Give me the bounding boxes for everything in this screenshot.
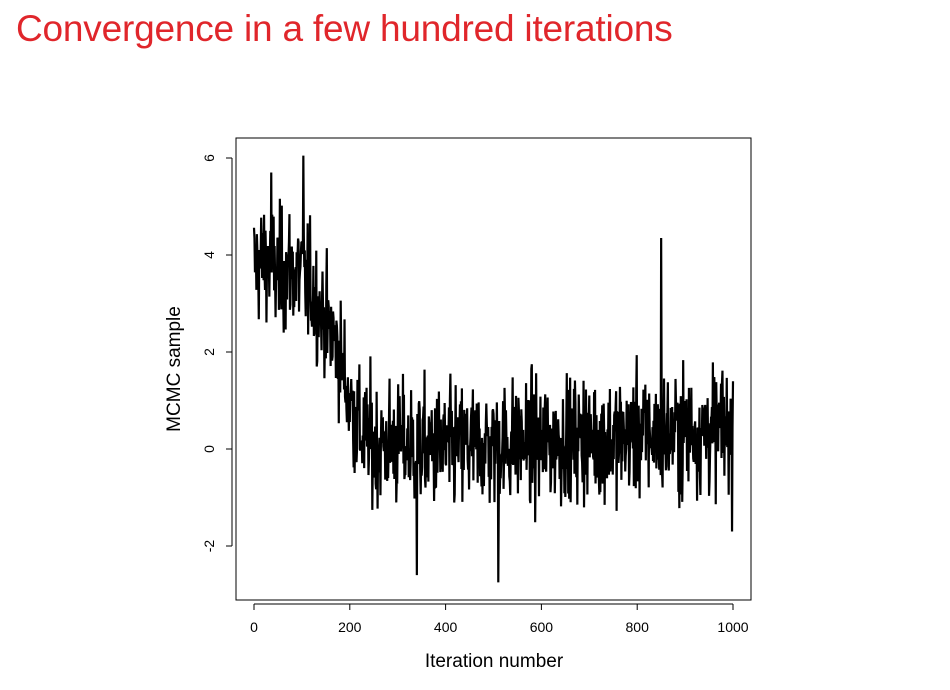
y-axis-title: MCMC sample xyxy=(164,306,185,432)
y-tick-label: 6 xyxy=(201,154,217,162)
x-tick-label: 400 xyxy=(434,619,458,635)
y-tick-label: 4 xyxy=(201,251,217,259)
y-axis: -2 0 2 4 6 xyxy=(201,154,233,553)
y-tick-label: -2 xyxy=(201,540,217,553)
x-tick-label: 1000 xyxy=(717,619,748,635)
trace-series xyxy=(252,155,735,583)
plot-frame xyxy=(235,137,752,601)
x-axis-title: Iteration number xyxy=(425,651,564,672)
y-tick-label: 0 xyxy=(201,445,217,453)
mcmc-trace-line xyxy=(252,155,735,583)
x-axis: 0 200 400 600 800 1000 xyxy=(250,603,749,635)
x-tick-label: 200 xyxy=(338,619,362,635)
y-tick-label: 2 xyxy=(201,348,217,356)
x-tick-label: 600 xyxy=(530,619,554,635)
x-tick-label: 0 xyxy=(250,619,258,635)
slide-title: Convergence in a few hundred iterations xyxy=(16,8,673,49)
x-tick-label: 800 xyxy=(626,619,650,635)
